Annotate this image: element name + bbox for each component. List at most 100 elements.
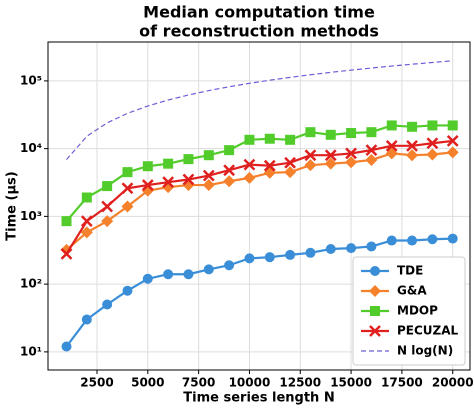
marker (365, 144, 378, 157)
marker (142, 161, 153, 172)
y-tick-label: 10³ (20, 209, 42, 223)
marker (202, 169, 215, 182)
marker (122, 167, 133, 178)
plot-frame (47, 41, 471, 371)
marker (285, 249, 296, 260)
marker (325, 243, 336, 254)
y-tick-label: 10⁴ (20, 141, 42, 155)
marker (203, 150, 214, 161)
marker (407, 121, 418, 132)
marker (426, 137, 439, 150)
marker (263, 159, 276, 172)
marker (304, 149, 317, 162)
marker (264, 133, 275, 144)
marker (365, 153, 378, 166)
marker (407, 235, 418, 246)
marker (385, 139, 398, 152)
legend-label: PECUZAL (397, 324, 459, 338)
x-tick-label: 7500 (182, 376, 215, 390)
marker (162, 176, 175, 189)
marker (446, 146, 459, 159)
marker (81, 314, 92, 325)
marker (264, 252, 275, 263)
y-tick-label: 10⁵ (20, 73, 42, 87)
marker (426, 148, 439, 161)
marker (324, 157, 337, 170)
marker (447, 233, 458, 244)
marker (102, 299, 113, 310)
marker (243, 171, 256, 184)
marker (183, 154, 194, 165)
marker (370, 266, 380, 276)
x-axis-label: Time series length N (183, 391, 334, 406)
marker (346, 243, 357, 254)
marker (163, 158, 174, 169)
marker (427, 120, 438, 131)
marker (101, 215, 114, 228)
legend-label: TDE (397, 264, 423, 278)
legend: TDE G&A MDOP PECUZAL N log(N) (352, 256, 466, 366)
marker (284, 156, 296, 169)
marker (243, 158, 256, 171)
marker (182, 173, 195, 186)
marker (101, 200, 114, 213)
y-axis-label: Time (μs) (5, 171, 20, 240)
marker (284, 166, 297, 179)
x-tick-label: 17500 (381, 376, 423, 390)
series-line (65, 151, 453, 251)
marker (366, 241, 377, 252)
marker (61, 216, 72, 227)
marker (60, 243, 73, 256)
marker (163, 269, 174, 280)
chart-title: of reconstruction methods (139, 22, 379, 41)
marker (447, 120, 458, 131)
marker (224, 260, 235, 271)
marker (446, 135, 459, 147)
x-tick-label: 10000 (229, 376, 271, 390)
series-line (65, 139, 453, 255)
y-tick-label: 10² (20, 277, 42, 291)
marker (202, 179, 215, 192)
marker (386, 235, 397, 246)
legend-label: G&A (397, 284, 427, 298)
marker (121, 200, 134, 213)
marker (80, 226, 93, 239)
marker (121, 182, 134, 195)
marker (345, 156, 358, 169)
marker (244, 134, 255, 145)
x-tick-label: 12500 (279, 376, 321, 390)
marker (224, 145, 235, 156)
marker (183, 269, 194, 280)
marker (141, 179, 154, 191)
marker (370, 306, 380, 316)
marker (345, 147, 357, 160)
marker (406, 149, 419, 162)
marker (325, 129, 336, 140)
marker (285, 134, 296, 145)
marker (81, 192, 92, 203)
marker (346, 128, 357, 139)
series-line (66, 60, 453, 160)
marker (406, 139, 418, 152)
marker (304, 159, 317, 172)
marker (203, 264, 214, 275)
marker (386, 120, 397, 131)
marker (369, 325, 381, 337)
marker (223, 164, 236, 177)
y-tick-label: 10¹ (20, 344, 42, 358)
marker (122, 285, 133, 296)
legend-label: N log(N) (397, 344, 453, 358)
marker (244, 253, 255, 264)
x-tick-label: 15000 (330, 376, 372, 390)
marker (142, 273, 153, 284)
x-tick-label: 5000 (131, 376, 164, 390)
legend-label: MDOP (397, 304, 438, 318)
marker (305, 127, 316, 138)
marker (427, 234, 438, 245)
marker (60, 247, 73, 260)
marker (324, 149, 337, 162)
legend-box (352, 256, 466, 366)
marker (366, 127, 377, 138)
marker (80, 215, 93, 228)
